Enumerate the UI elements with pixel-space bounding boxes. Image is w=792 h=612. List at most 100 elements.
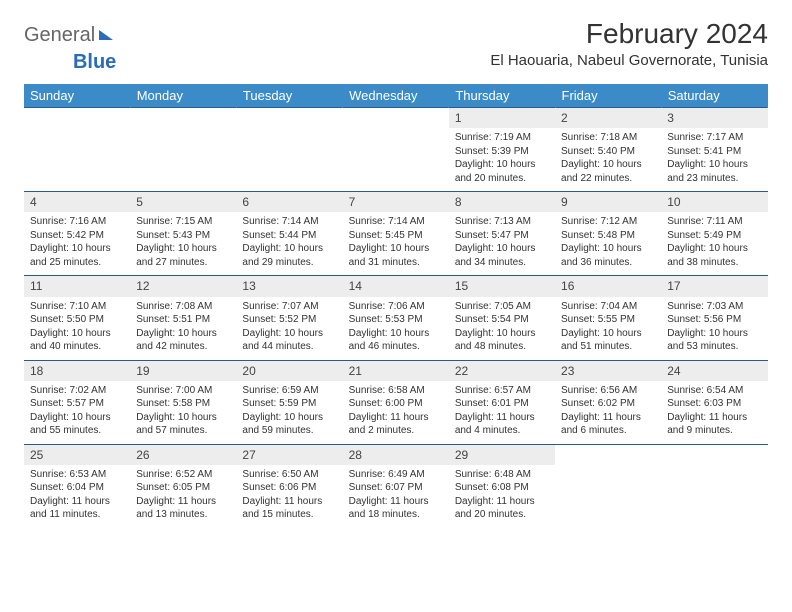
calendar-day-cell: 18Sunrise: 7:02 AMSunset: 5:57 PMDayligh…: [24, 360, 130, 444]
sunrise-text: Sunrise: 7:16 AM: [30, 215, 124, 229]
daylight-text: Daylight: 10 hours and 25 minutes.: [30, 242, 124, 269]
calendar-day-cell: 7Sunrise: 7:14 AMSunset: 5:45 PMDaylight…: [343, 192, 449, 276]
day-number: 13: [236, 276, 342, 296]
sunset-text: Sunset: 5:54 PM: [455, 313, 549, 327]
weekday-header: Friday: [555, 84, 661, 108]
daylight-text: Daylight: 10 hours and 55 minutes.: [30, 411, 124, 438]
daylight-text: Daylight: 11 hours and 6 minutes.: [561, 411, 655, 438]
calendar-day-cell: [130, 108, 236, 192]
day-number: 22: [449, 361, 555, 381]
sunrise-text: Sunrise: 6:57 AM: [455, 384, 549, 398]
sunset-text: Sunset: 5:55 PM: [561, 313, 655, 327]
day-number: 5: [130, 192, 236, 212]
daylight-text: Daylight: 10 hours and 46 minutes.: [349, 327, 443, 354]
day-content: Sunrise: 7:18 AMSunset: 5:40 PMDaylight:…: [555, 128, 661, 191]
daylight-text: Daylight: 10 hours and 42 minutes.: [136, 327, 230, 354]
logo-text-1: General: [24, 24, 95, 47]
calendar-day-cell: 13Sunrise: 7:07 AMSunset: 5:52 PMDayligh…: [236, 276, 342, 360]
day-number: 4: [24, 192, 130, 212]
sunset-text: Sunset: 5:40 PM: [561, 145, 655, 159]
calendar-week-row: 4Sunrise: 7:16 AMSunset: 5:42 PMDaylight…: [24, 192, 768, 276]
weekday-header: Saturday: [661, 84, 767, 108]
day-number: 24: [661, 361, 767, 381]
day-content: Sunrise: 7:16 AMSunset: 5:42 PMDaylight:…: [24, 212, 130, 275]
day-content: Sunrise: 7:04 AMSunset: 5:55 PMDaylight:…: [555, 297, 661, 360]
calendar-day-cell: 16Sunrise: 7:04 AMSunset: 5:55 PMDayligh…: [555, 276, 661, 360]
sunrise-text: Sunrise: 7:06 AM: [349, 300, 443, 314]
calendar-day-cell: 10Sunrise: 7:11 AMSunset: 5:49 PMDayligh…: [661, 192, 767, 276]
calendar-day-cell: 20Sunrise: 6:59 AMSunset: 5:59 PMDayligh…: [236, 360, 342, 444]
daylight-text: Daylight: 11 hours and 4 minutes.: [455, 411, 549, 438]
calendar-week-row: 18Sunrise: 7:02 AMSunset: 5:57 PMDayligh…: [24, 360, 768, 444]
calendar-table: SundayMondayTuesdayWednesdayThursdayFrid…: [24, 84, 768, 528]
calendar-day-cell: 25Sunrise: 6:53 AMSunset: 6:04 PMDayligh…: [24, 444, 130, 528]
day-content: Sunrise: 7:12 AMSunset: 5:48 PMDaylight:…: [555, 212, 661, 275]
day-number: 8: [449, 192, 555, 212]
sunrise-text: Sunrise: 6:48 AM: [455, 468, 549, 482]
day-number: 2: [555, 108, 661, 128]
day-content: Sunrise: 7:00 AMSunset: 5:58 PMDaylight:…: [130, 381, 236, 444]
daylight-text: Daylight: 11 hours and 2 minutes.: [349, 411, 443, 438]
month-title: February 2024: [490, 18, 768, 50]
sunset-text: Sunset: 6:04 PM: [30, 481, 124, 495]
daylight-text: Daylight: 10 hours and 44 minutes.: [242, 327, 336, 354]
day-content: Sunrise: 7:03 AMSunset: 5:56 PMDaylight:…: [661, 297, 767, 360]
daylight-text: Daylight: 10 hours and 36 minutes.: [561, 242, 655, 269]
daylight-text: Daylight: 11 hours and 15 minutes.: [242, 495, 336, 522]
day-number: [24, 108, 130, 128]
title-block: February 2024 El Haouaria, Nabeul Govern…: [490, 18, 768, 69]
daylight-text: Daylight: 10 hours and 59 minutes.: [242, 411, 336, 438]
sunrise-text: Sunrise: 6:56 AM: [561, 384, 655, 398]
day-content: Sunrise: 7:19 AMSunset: 5:39 PMDaylight:…: [449, 128, 555, 191]
day-number: 21: [343, 361, 449, 381]
day-content: Sunrise: 7:14 AMSunset: 5:44 PMDaylight:…: [236, 212, 342, 275]
sunrise-text: Sunrise: 6:50 AM: [242, 468, 336, 482]
sunrise-text: Sunrise: 6:53 AM: [30, 468, 124, 482]
day-content: Sunrise: 6:57 AMSunset: 6:01 PMDaylight:…: [449, 381, 555, 444]
sunset-text: Sunset: 6:00 PM: [349, 397, 443, 411]
sunset-text: Sunset: 5:57 PM: [30, 397, 124, 411]
daylight-text: Daylight: 11 hours and 11 minutes.: [30, 495, 124, 522]
sunrise-text: Sunrise: 7:14 AM: [349, 215, 443, 229]
calendar-day-cell: 3Sunrise: 7:17 AMSunset: 5:41 PMDaylight…: [661, 108, 767, 192]
daylight-text: Daylight: 10 hours and 51 minutes.: [561, 327, 655, 354]
day-content: Sunrise: 7:05 AMSunset: 5:54 PMDaylight:…: [449, 297, 555, 360]
day-number: [130, 108, 236, 128]
calendar-day-cell: [24, 108, 130, 192]
day-content: Sunrise: 7:17 AMSunset: 5:41 PMDaylight:…: [661, 128, 767, 191]
calendar-day-cell: 6Sunrise: 7:14 AMSunset: 5:44 PMDaylight…: [236, 192, 342, 276]
calendar-day-cell: 29Sunrise: 6:48 AMSunset: 6:08 PMDayligh…: [449, 444, 555, 528]
logo-text-2: Blue: [73, 51, 116, 73]
calendar-week-row: 1Sunrise: 7:19 AMSunset: 5:39 PMDaylight…: [24, 108, 768, 192]
sunrise-text: Sunrise: 7:04 AM: [561, 300, 655, 314]
day-number: 27: [236, 445, 342, 465]
day-content: Sunrise: 7:02 AMSunset: 5:57 PMDaylight:…: [24, 381, 130, 444]
day-content: Sunrise: 6:53 AMSunset: 6:04 PMDaylight:…: [24, 465, 130, 528]
calendar-day-cell: 5Sunrise: 7:15 AMSunset: 5:43 PMDaylight…: [130, 192, 236, 276]
daylight-text: Daylight: 10 hours and 40 minutes.: [30, 327, 124, 354]
day-number: 29: [449, 445, 555, 465]
sunrise-text: Sunrise: 6:59 AM: [242, 384, 336, 398]
day-number: [236, 108, 342, 128]
weekday-header: Tuesday: [236, 84, 342, 108]
calendar-day-cell: 4Sunrise: 7:16 AMSunset: 5:42 PMDaylight…: [24, 192, 130, 276]
sunset-text: Sunset: 5:51 PM: [136, 313, 230, 327]
daylight-text: Daylight: 10 hours and 38 minutes.: [667, 242, 761, 269]
sunset-text: Sunset: 6:08 PM: [455, 481, 549, 495]
day-number: 18: [24, 361, 130, 381]
daylight-text: Daylight: 10 hours and 20 minutes.: [455, 158, 549, 185]
sunset-text: Sunset: 6:05 PM: [136, 481, 230, 495]
daylight-text: Daylight: 11 hours and 13 minutes.: [136, 495, 230, 522]
calendar-day-cell: 24Sunrise: 6:54 AMSunset: 6:03 PMDayligh…: [661, 360, 767, 444]
day-number: 9: [555, 192, 661, 212]
day-number: [661, 445, 767, 465]
weekday-header: Sunday: [24, 84, 130, 108]
calendar-day-cell: 15Sunrise: 7:05 AMSunset: 5:54 PMDayligh…: [449, 276, 555, 360]
calendar-day-cell: 19Sunrise: 7:00 AMSunset: 5:58 PMDayligh…: [130, 360, 236, 444]
calendar-day-cell: [661, 444, 767, 528]
sunset-text: Sunset: 5:53 PM: [349, 313, 443, 327]
calendar-day-cell: 14Sunrise: 7:06 AMSunset: 5:53 PMDayligh…: [343, 276, 449, 360]
sunset-text: Sunset: 5:58 PM: [136, 397, 230, 411]
calendar-week-row: 25Sunrise: 6:53 AMSunset: 6:04 PMDayligh…: [24, 444, 768, 528]
daylight-text: Daylight: 10 hours and 34 minutes.: [455, 242, 549, 269]
